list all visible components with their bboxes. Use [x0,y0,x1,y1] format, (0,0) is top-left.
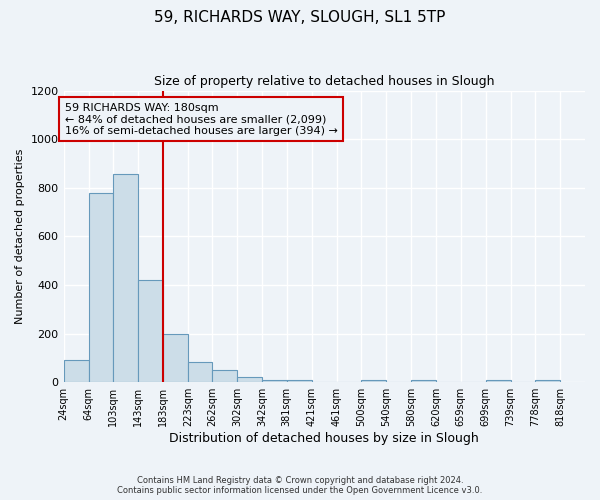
Bar [212,370,238,382]
Bar [485,380,511,382]
Bar [411,380,436,382]
Bar [64,360,89,382]
Bar [163,334,188,382]
Bar [113,174,138,382]
Bar [535,380,560,382]
Bar [188,362,212,382]
Text: Contains HM Land Registry data © Crown copyright and database right 2024.
Contai: Contains HM Land Registry data © Crown c… [118,476,482,495]
Bar [262,380,287,382]
Bar [287,380,312,382]
Bar [138,280,163,382]
Bar [361,380,386,382]
Y-axis label: Number of detached properties: Number of detached properties [15,148,25,324]
Text: 59 RICHARDS WAY: 180sqm
← 84% of detached houses are smaller (2,099)
16% of semi: 59 RICHARDS WAY: 180sqm ← 84% of detache… [65,102,338,136]
Bar [238,377,262,382]
Title: Size of property relative to detached houses in Slough: Size of property relative to detached ho… [154,75,494,88]
X-axis label: Distribution of detached houses by size in Slough: Distribution of detached houses by size … [169,432,479,445]
Bar [89,192,113,382]
Text: 59, RICHARDS WAY, SLOUGH, SL1 5TP: 59, RICHARDS WAY, SLOUGH, SL1 5TP [154,10,446,25]
